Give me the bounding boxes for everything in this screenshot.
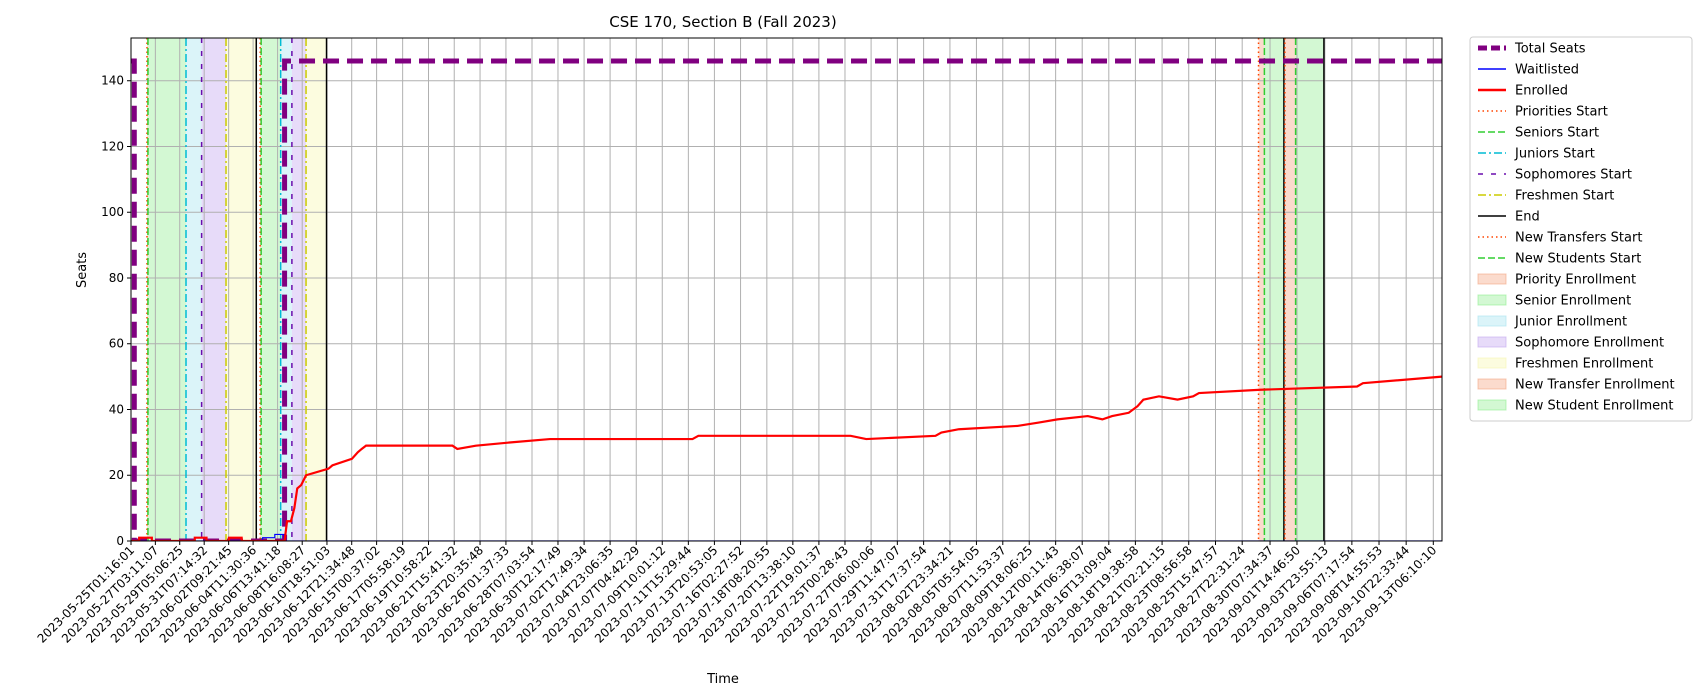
legend-entry-end: End bbox=[1478, 210, 1540, 225]
legend-label: Seniors Start bbox=[1515, 126, 1599, 141]
shade-freshmen-enrollment bbox=[226, 38, 257, 541]
shade-junior-enrollment bbox=[280, 38, 292, 541]
y-tick-label: 80 bbox=[109, 271, 124, 285]
legend-label: New Students Start bbox=[1515, 252, 1641, 267]
legend-swatch bbox=[1477, 399, 1507, 411]
legend-label: New Transfers Start bbox=[1515, 231, 1642, 246]
legend-label: New Transfer Enrollment bbox=[1515, 378, 1675, 393]
shade-new-student-enrollment bbox=[1295, 38, 1324, 541]
legend-entry-waitlisted: Waitlisted bbox=[1478, 63, 1579, 78]
legend-label: Waitlisted bbox=[1515, 63, 1579, 78]
plot-frame bbox=[130, 37, 1443, 542]
legend-swatch bbox=[1477, 357, 1507, 369]
shade-new-transfer-enrollment bbox=[1284, 38, 1296, 541]
plot-background bbox=[131, 38, 1442, 541]
legend-entry-junior-enrollment: Junior Enrollment bbox=[1477, 315, 1627, 330]
legend-label: End bbox=[1515, 210, 1540, 225]
legend-entry-priority-enrollment: Priority Enrollment bbox=[1477, 273, 1636, 288]
legend-entry-new-student-enrollment: New Student Enrollment bbox=[1477, 399, 1673, 414]
legend-swatch bbox=[1477, 336, 1507, 348]
shade-senior-enrollment bbox=[261, 38, 281, 541]
legend-label: Enrolled bbox=[1515, 84, 1568, 99]
legend-label: Junior Enrollment bbox=[1514, 315, 1627, 330]
chart-title: CSE 170, Section B (Fall 2023) bbox=[609, 13, 836, 31]
plot-area: 0204060801001201402023-05-25T01:16:01202… bbox=[35, 37, 1443, 646]
legend-entry-total-seats: Total Seats bbox=[1478, 42, 1586, 57]
y-tick-label: 100 bbox=[101, 205, 124, 219]
legend-label: Freshmen Start bbox=[1515, 189, 1614, 204]
legend-swatch bbox=[1477, 378, 1507, 390]
y-axis-label: Seats bbox=[75, 252, 90, 288]
legend-entry-sophomores-start: Sophomores Start bbox=[1478, 168, 1632, 183]
legend-frame bbox=[1469, 36, 1693, 422]
series-enrolled bbox=[131, 375, 1442, 541]
shade-priority-enrollment bbox=[1258, 38, 1265, 541]
legend-label: Freshmen Enrollment bbox=[1515, 357, 1653, 372]
legend-swatch bbox=[1477, 273, 1507, 285]
x-axis-label: Time bbox=[706, 672, 739, 687]
y-tick-label: 120 bbox=[101, 139, 124, 153]
shade-sophomore-enrollment bbox=[201, 38, 227, 541]
legend-entry-priorities-start: Priorities Start bbox=[1478, 105, 1608, 120]
y-tick-label: 60 bbox=[109, 337, 124, 351]
y-tick-label: 140 bbox=[101, 74, 124, 88]
plot-clip-group bbox=[131, 38, 1442, 541]
legend-entry-new-transfer-enrollment: New Transfer Enrollment bbox=[1477, 378, 1675, 393]
legend-label: New Student Enrollment bbox=[1515, 399, 1673, 414]
legend-entry-new-students-start: New Students Start bbox=[1478, 252, 1641, 267]
legend-entry-enrolled: Enrolled bbox=[1478, 84, 1568, 99]
legend-label: Priorities Start bbox=[1515, 105, 1608, 120]
legend-entry-senior-enrollment: Senior Enrollment bbox=[1477, 294, 1631, 309]
legend-swatch bbox=[1477, 315, 1507, 327]
legend-label: Total Seats bbox=[1514, 42, 1586, 57]
shade-sophomore-enrollment bbox=[291, 38, 307, 541]
legend-label: Senior Enrollment bbox=[1515, 294, 1631, 309]
legend: Total Seats Waitlisted Enrolled Priorities … bbox=[1469, 36, 1693, 422]
shade-freshmen-enrollment bbox=[306, 38, 327, 541]
legend-entry-seniors-start: Seniors Start bbox=[1478, 126, 1599, 141]
legend-swatch bbox=[1477, 294, 1507, 306]
legend-label: Sophomores Start bbox=[1515, 168, 1632, 183]
legend-label: Juniors Start bbox=[1514, 147, 1595, 162]
shade-senior-enrollment bbox=[1264, 38, 1284, 541]
shade-senior-enrollment bbox=[147, 38, 187, 541]
shade-junior-enrollment bbox=[186, 38, 202, 541]
y-tick-label: 0 bbox=[116, 534, 124, 548]
legend-label: Sophomore Enrollment bbox=[1515, 336, 1664, 351]
legend-label: Priority Enrollment bbox=[1515, 273, 1636, 288]
legend-entry-new-transfers-start: New Transfers Start bbox=[1478, 231, 1642, 246]
legend-entry-freshmen-start: Freshmen Start bbox=[1478, 189, 1614, 204]
legend-entry-sophomore-enrollment: Sophomore Enrollment bbox=[1477, 336, 1664, 351]
y-tick-label: 20 bbox=[109, 468, 124, 482]
legend-entry-juniors-start: Juniors Start bbox=[1478, 147, 1595, 162]
series-total-seats bbox=[131, 58, 1442, 541]
y-tick-label: 40 bbox=[109, 402, 124, 416]
legend-entry-freshmen-enrollment: Freshmen Enrollment bbox=[1477, 357, 1653, 372]
